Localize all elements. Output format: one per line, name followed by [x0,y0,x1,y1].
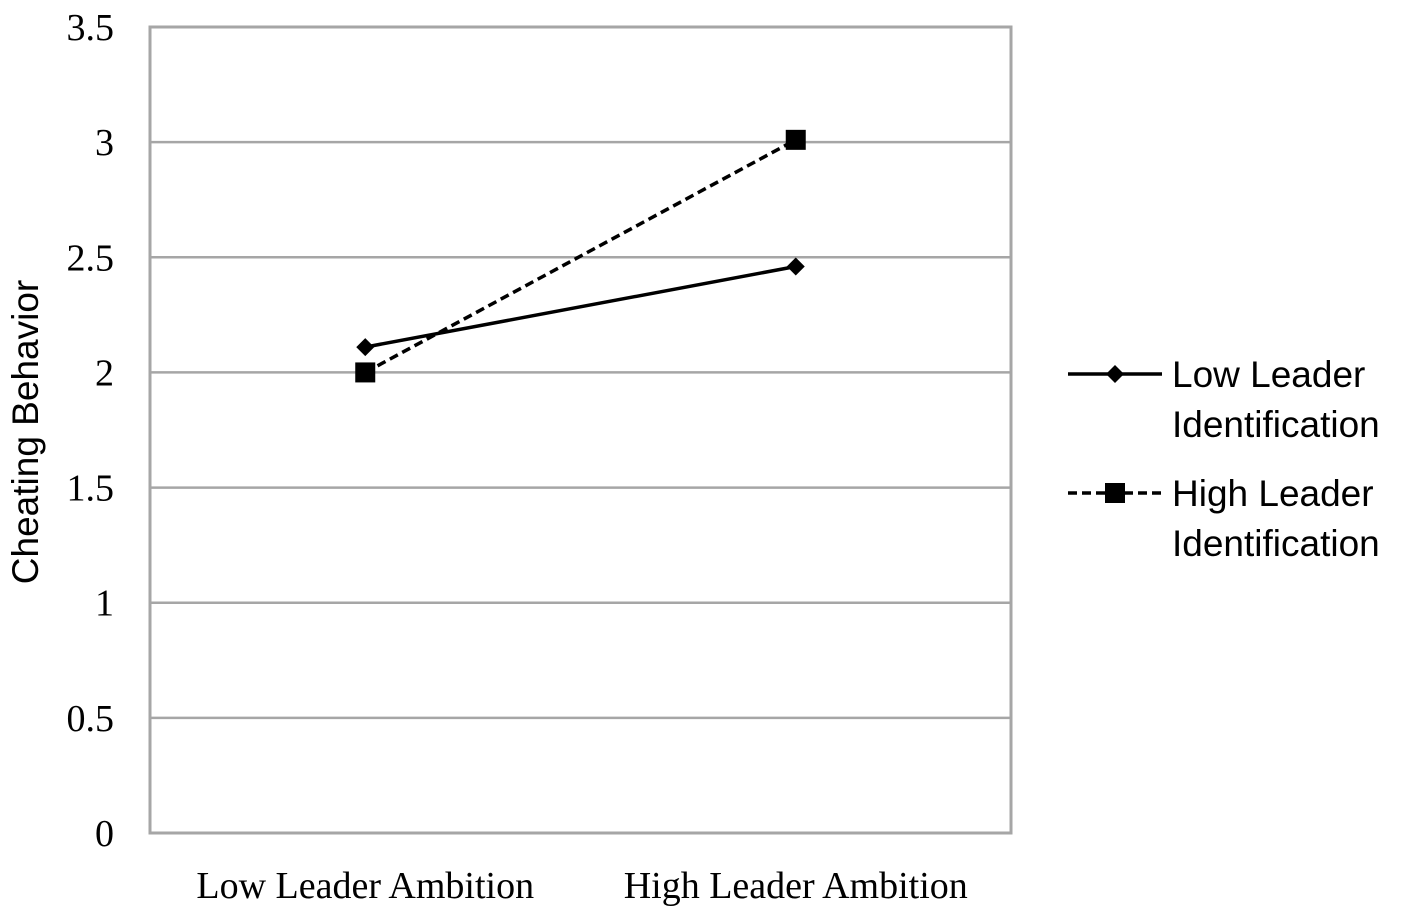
gridlines [150,140,1011,720]
y-tick-label: 0 [95,813,114,855]
series-line [364,138,797,374]
legend-label: Identification [1172,523,1380,564]
series-2 [355,129,806,383]
legend-label: Low Leader [1172,354,1365,395]
y-tick-label: 2 [95,352,114,394]
y-tick-label: 0.5 [67,698,115,740]
legend-marker-diamond [1106,365,1124,383]
y-tick-label: 2.5 [67,237,115,279]
legend-label: High Leader [1172,473,1374,514]
x-axis-categories: Low Leader Ambition High Leader Ambition [196,865,967,907]
x-category-label: High Leader Ambition [624,865,968,907]
y-tick-label: 3 [95,122,114,164]
plot-area-border [148,25,1013,835]
legend-entry: High Leader Identification [1068,473,1380,564]
x-category-label: Low Leader Ambition [196,865,534,907]
y-tick-label: 1.5 [67,468,115,510]
legend-entry: Low Leader Identification [1068,354,1380,445]
y-tick-label: 3.5 [67,7,115,49]
y-axis-title: Cheating Behavior [5,280,46,584]
legend-marker-square [1105,483,1125,503]
y-axis-ticks: 0 0.5 1 1.5 2 2.5 3 3.5 [67,7,115,855]
data-point-square [355,362,376,383]
legend-label: Identification [1172,404,1380,445]
data-point-diamond [356,338,375,357]
data-point-diamond [786,257,805,276]
legend: Low Leader Identification High Leader Ident… [1068,354,1380,564]
series-line [364,264,797,349]
series-lines [355,129,806,383]
data-point-square [785,129,806,150]
y-tick-label: 1 [95,583,114,625]
series-1 [356,257,805,357]
